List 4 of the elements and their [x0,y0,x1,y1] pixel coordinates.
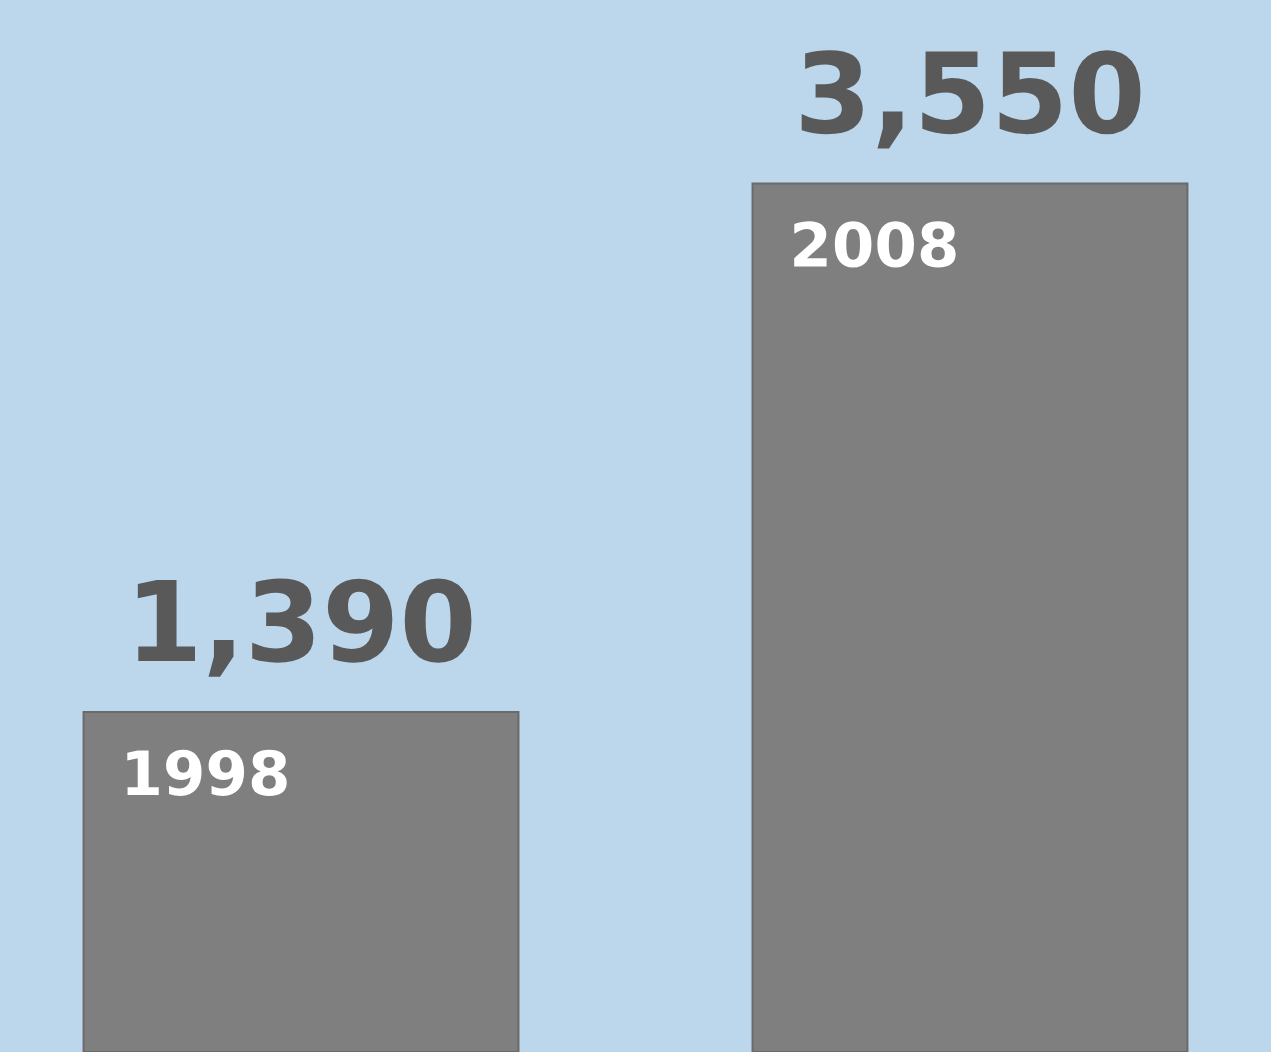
data-label: 1,390 [137,578,472,677]
x-tick-label: 2008 [794,221,956,268]
data-label: 3,550 [801,50,1141,149]
x-tick-label: 1998 [127,749,287,796]
